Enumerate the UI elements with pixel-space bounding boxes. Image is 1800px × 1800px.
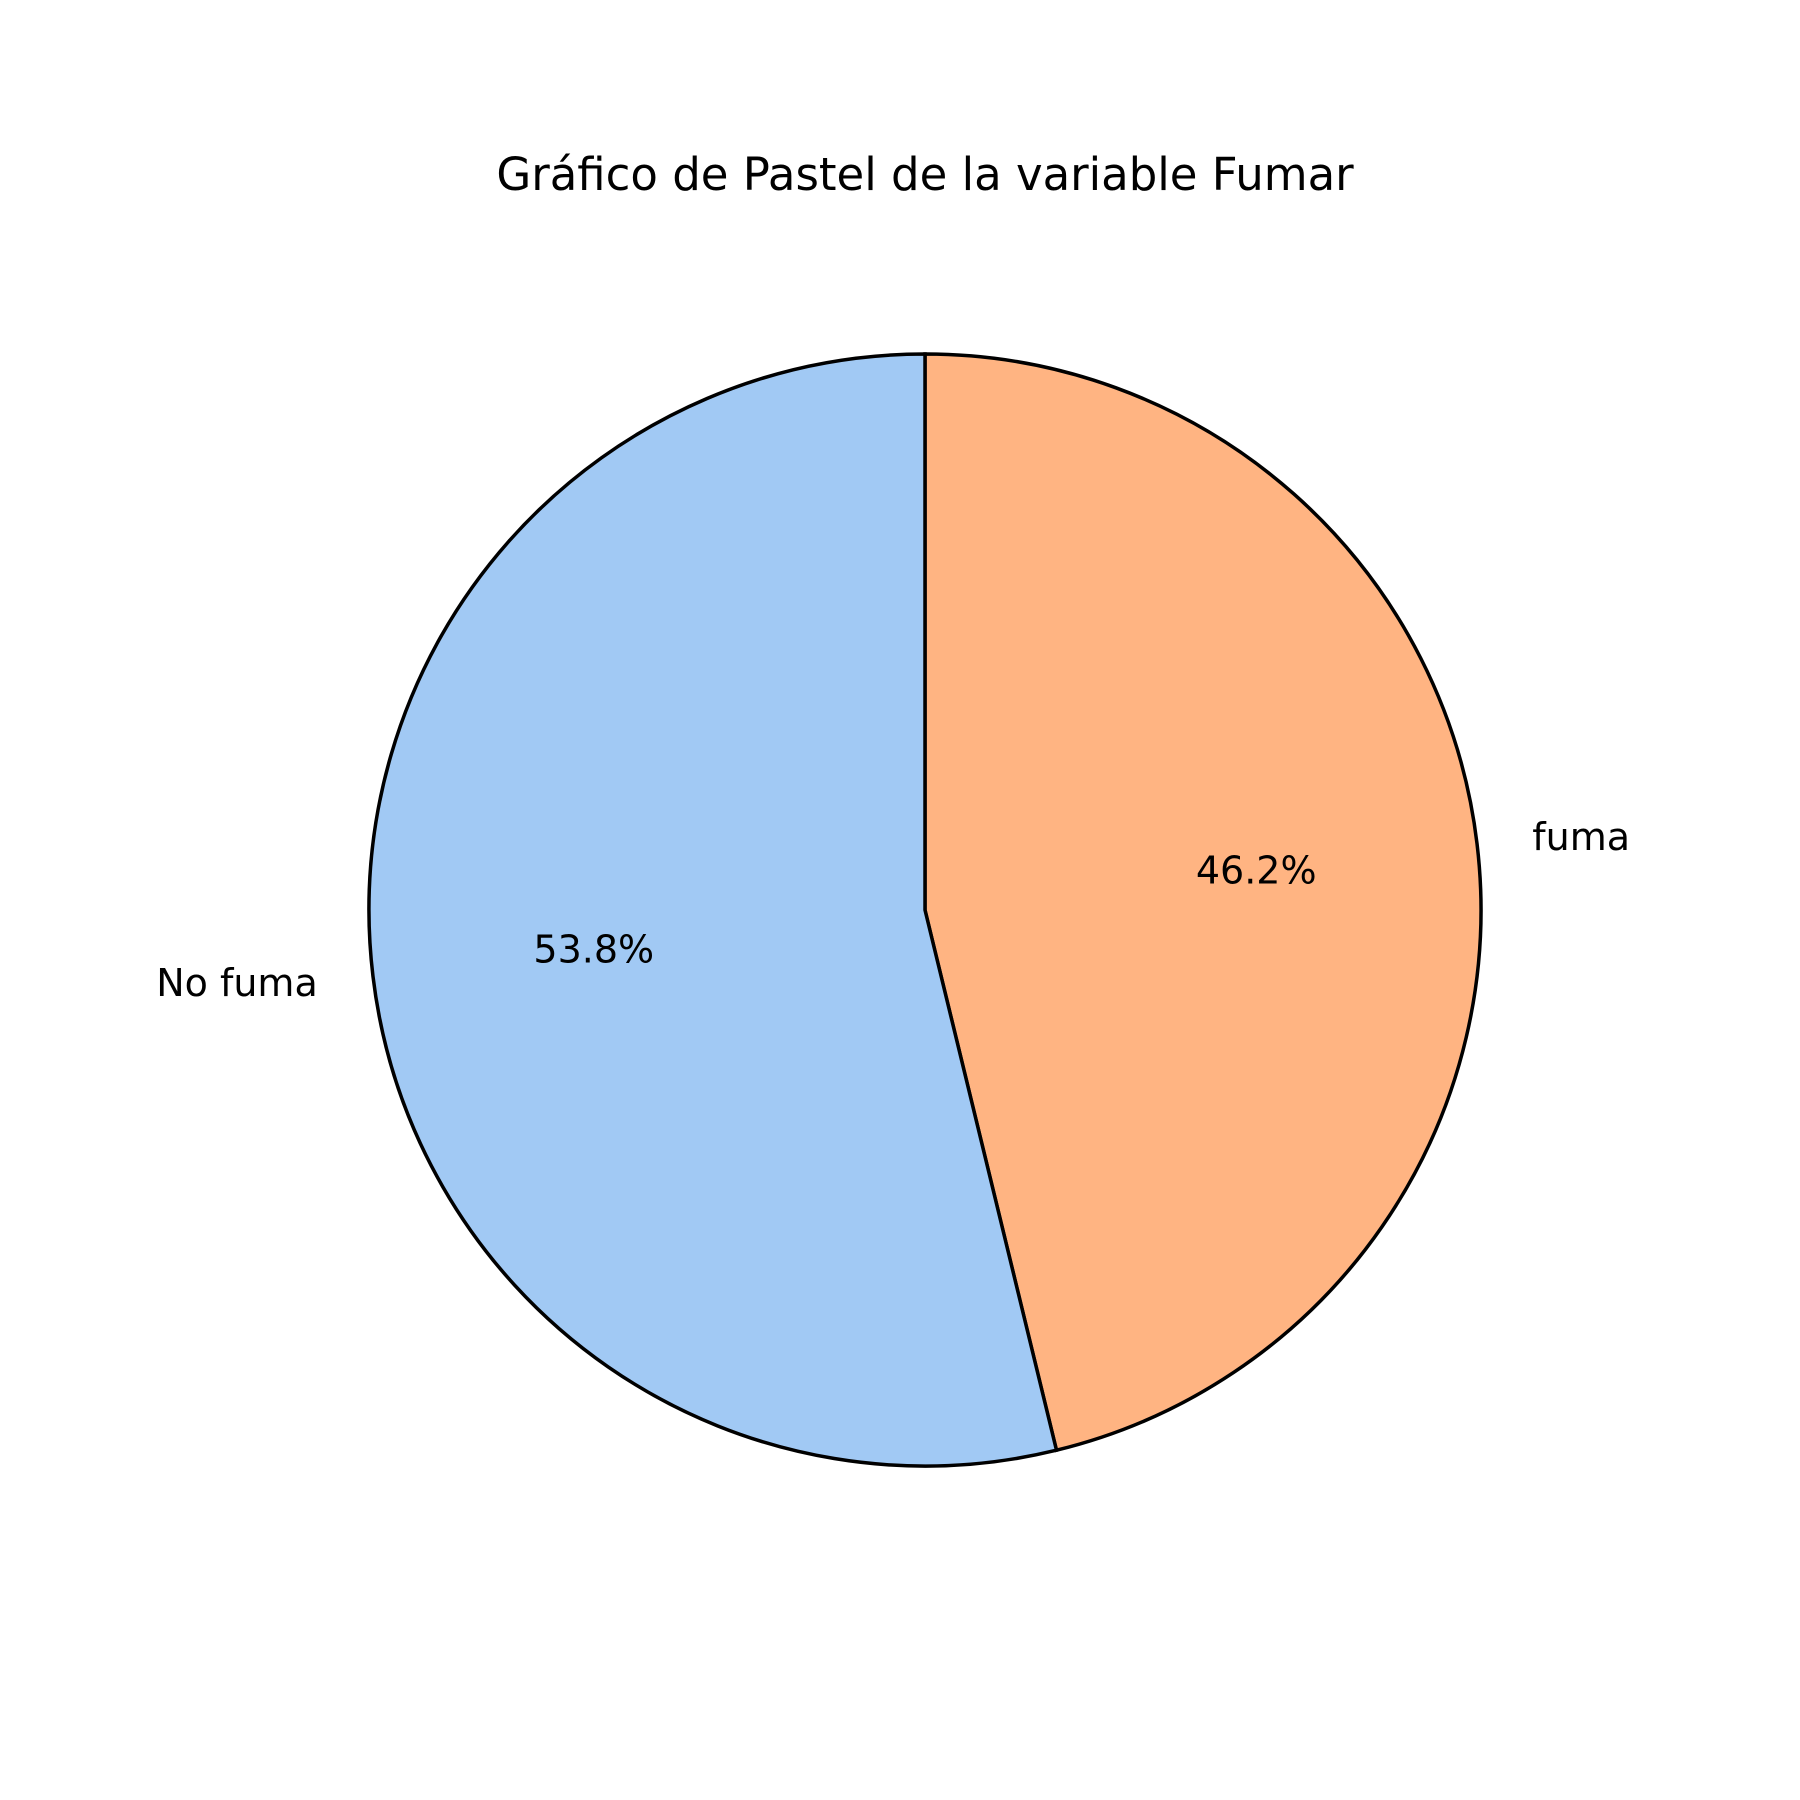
pie-labels: 46.2% fuma 53.8% No fuma xyxy=(156,815,1630,1005)
pie-slice-fuma xyxy=(923,352,1483,1453)
pie-category-label-no-fuma: No fuma xyxy=(156,961,318,1005)
pie-slice-no-fuma xyxy=(367,352,1059,1468)
pie-category-label-fuma: fuma xyxy=(1532,815,1630,859)
pie-pct-label-fuma: 46.2% xyxy=(1196,848,1317,892)
pie-wedges xyxy=(367,352,1483,1468)
pie-pct-label-no-fuma: 53.8% xyxy=(533,928,654,972)
chart-title: Gráfico de Pastel de la variable Fumar xyxy=(496,148,1354,201)
